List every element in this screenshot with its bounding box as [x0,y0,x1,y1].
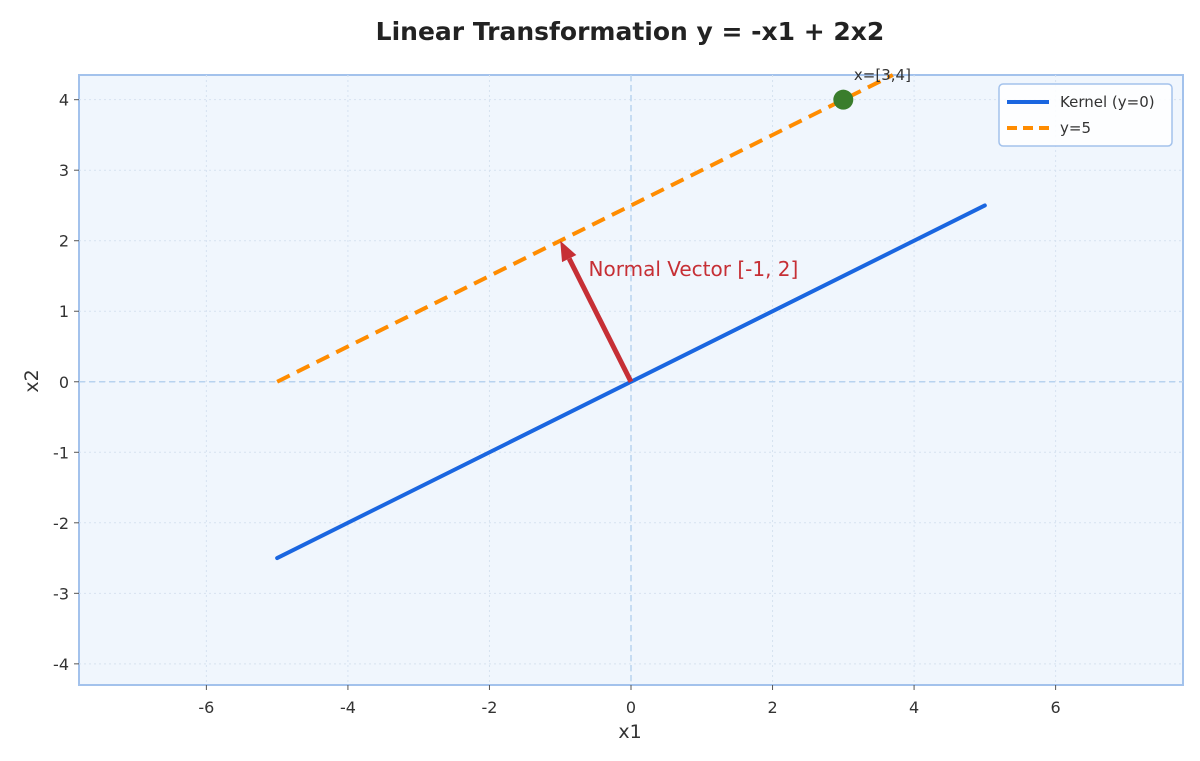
x-tick-label: 6 [1051,698,1061,717]
y-tick-label: -1 [53,443,69,462]
y-tick-label: 1 [59,302,69,321]
normal-vector-arrow-head [560,240,577,263]
point-label: x=[3,4] [854,66,911,84]
y-tick-label: -4 [53,655,69,674]
legend-label-1: y=5 [1060,119,1091,137]
normal-vector-label: Normal Vector [-1, 2] [589,257,799,281]
annotations-group: Normal Vector [-1, 2] x=[3,4] [560,66,911,383]
point-marker [833,89,854,110]
x-tick-label: -6 [198,698,214,717]
chart-title: Linear Transformation y = -x1 + 2x2 [376,17,885,46]
series-line-1 [276,73,894,384]
normal-vector-arrow-shaft [566,257,634,383]
y-tick-label: 3 [59,161,69,180]
x-tick-label: 0 [626,698,636,717]
legend: Kernel (y=0) y=5 [998,83,1173,147]
legend-label-0: Kernel (y=0) [1060,93,1155,111]
y-tick-label: 2 [59,232,69,251]
x-tick-label: -2 [481,698,497,717]
x-tick-label: -4 [340,698,356,717]
y-tick-label: 4 [59,91,69,110]
y-axis-label: x2 [21,369,43,392]
tick-labels: -6 -4 -2 0 2 4 6 -4 -3 -2 -1 0 1 2 3 4 [53,91,1061,717]
y-tick-label: -3 [53,584,69,603]
y-tick-label: -2 [53,514,69,533]
x-tick-label: 2 [767,698,777,717]
x-axis-label: x1 [618,721,641,743]
x-tick-label: 4 [909,698,919,717]
y-tick-label: 0 [59,373,69,392]
legend-box [998,83,1173,147]
